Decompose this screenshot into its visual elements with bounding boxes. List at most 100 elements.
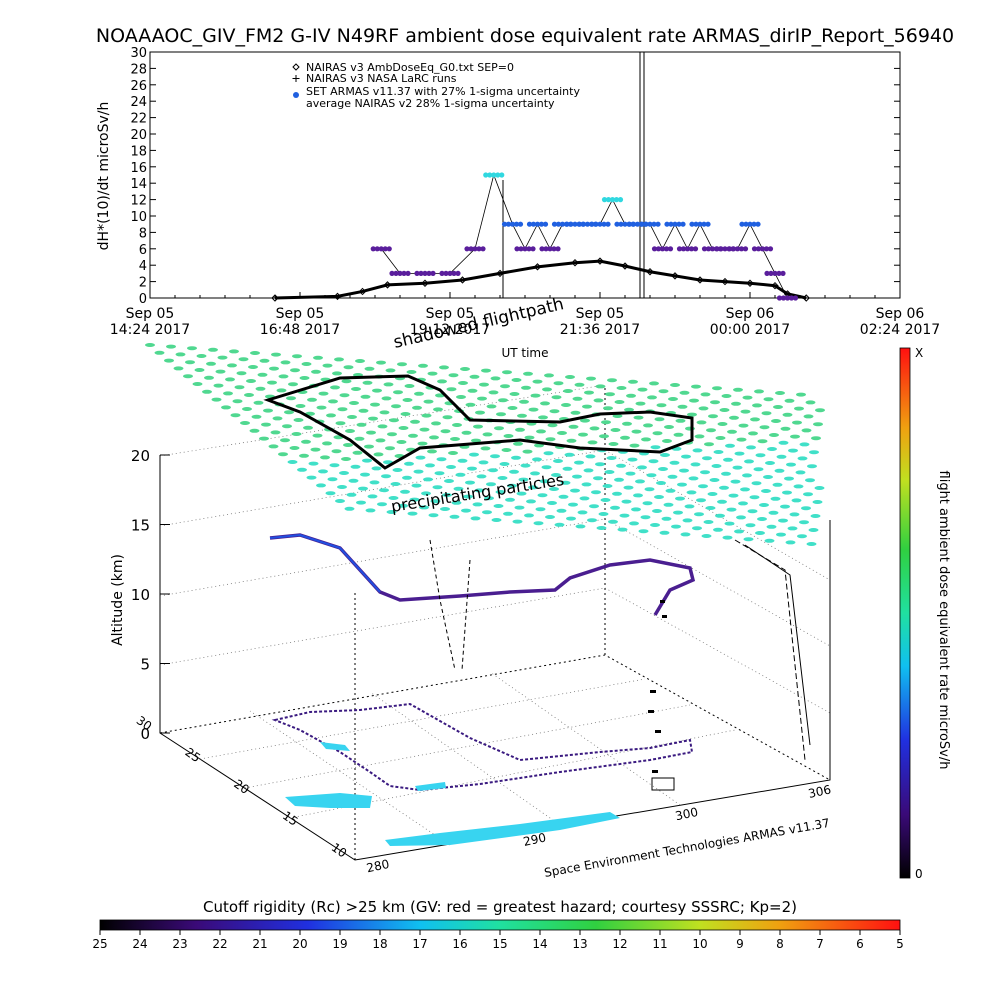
armas-point (672, 221, 678, 227)
particle-mark (356, 500, 366, 505)
particle-mark (385, 446, 395, 451)
particle-mark (339, 393, 350, 398)
armas-point (401, 270, 407, 276)
y-tick-label: 30 (130, 46, 147, 61)
particle-mark (316, 483, 326, 488)
dose-colorbar: X 0 flight ambient dose equivalent rate … (899, 346, 951, 881)
armas-point (676, 221, 682, 227)
armas-point (551, 221, 558, 227)
diamond-icon (292, 63, 300, 71)
particle-mark (658, 389, 669, 394)
particle-mark (358, 408, 369, 413)
armas-point (495, 172, 501, 178)
dot-icon (293, 92, 299, 98)
particle-mark (563, 389, 573, 393)
particle-mark (318, 469, 328, 474)
series-group (271, 172, 810, 302)
armas-point (505, 221, 512, 227)
particle-mark (654, 495, 664, 499)
x-tick-label: Sep 06 (726, 306, 775, 322)
particle-mark (627, 457, 638, 462)
cyan-region (415, 782, 446, 791)
cyan-region (320, 742, 350, 751)
particle-mark (271, 352, 281, 357)
armas-point (622, 221, 628, 227)
particle-mark (795, 470, 806, 475)
particle-mark (154, 350, 165, 355)
particle-mark (511, 378, 522, 382)
particle-mark (434, 471, 445, 476)
particle-mark (631, 507, 641, 512)
particle-mark (259, 436, 269, 441)
x-tick-label: Sep 05 (126, 306, 175, 322)
particle-mark (709, 478, 720, 482)
particle-mark (482, 510, 492, 515)
armas-point (530, 221, 537, 227)
particle-mark (390, 482, 401, 486)
particle-mark (717, 422, 728, 426)
particle-mark (471, 438, 481, 443)
rigidity-tick-label: 24 (132, 937, 147, 951)
particle-mark (719, 408, 730, 412)
particle-mark (803, 492, 813, 497)
particle-mark (204, 375, 214, 380)
z-tick-label: 0 (140, 725, 150, 743)
armas-point (455, 270, 461, 276)
particle-mark (633, 415, 644, 420)
particle-mark (638, 529, 649, 534)
armas-point (718, 246, 724, 252)
armas-point (389, 270, 395, 276)
particle-mark (246, 379, 256, 383)
lon-tick-label: 290 (522, 830, 547, 848)
particle-mark (404, 384, 415, 388)
particle-mark (511, 455, 521, 460)
armas-point (593, 221, 599, 227)
armas-point (418, 270, 424, 276)
particle-mark (311, 369, 321, 374)
armas-point (580, 221, 587, 227)
particle-mark (513, 441, 523, 446)
particle-mark (425, 463, 435, 468)
rigidity-tick-label: 15 (492, 937, 507, 951)
particle-mark (670, 383, 680, 387)
particle-mark (442, 493, 452, 497)
particle-mark (616, 463, 626, 468)
particle-mark (646, 473, 657, 478)
particle-mark (507, 483, 517, 488)
particle-mark (776, 532, 786, 537)
particle-mark (538, 415, 548, 420)
armas-point (738, 246, 745, 252)
particle-mark (469, 374, 480, 379)
y-tick-label: 26 (130, 79, 147, 94)
particle-mark (440, 429, 451, 434)
particle-mark (811, 436, 821, 441)
drop-line (429, 539, 456, 671)
particle-mark (450, 437, 460, 441)
particle-mark (728, 493, 739, 498)
particle-mark (782, 412, 793, 417)
particle-mark (419, 427, 430, 432)
particle-mark (543, 451, 554, 456)
particle-mark (532, 379, 543, 384)
particle-mark (339, 471, 349, 475)
rigidity-colorbar: Cutoff rigidity (Rc) >25 km (GV: red = g… (92, 898, 903, 951)
particle-mark (344, 506, 355, 511)
particle-mark (778, 518, 788, 523)
particle-mark (744, 459, 754, 464)
particle-mark (747, 509, 758, 514)
particle-mark (173, 366, 184, 371)
rigidity-tick-label: 5 (896, 937, 904, 951)
armas-point (617, 197, 624, 203)
particle-mark (706, 428, 716, 433)
nairas-v3-point (496, 269, 504, 278)
rigidity-tick-label: 10 (692, 937, 707, 951)
particle-mark (437, 379, 447, 384)
armas-point (378, 246, 384, 252)
armas-point (386, 246, 392, 252)
armas-point (614, 221, 620, 227)
lat-tick-label: 20 (231, 777, 252, 797)
particle-mark (727, 429, 737, 434)
drop-line (461, 559, 471, 671)
rigidity-tick-label: 18 (372, 937, 387, 951)
particle-mark (432, 485, 443, 490)
